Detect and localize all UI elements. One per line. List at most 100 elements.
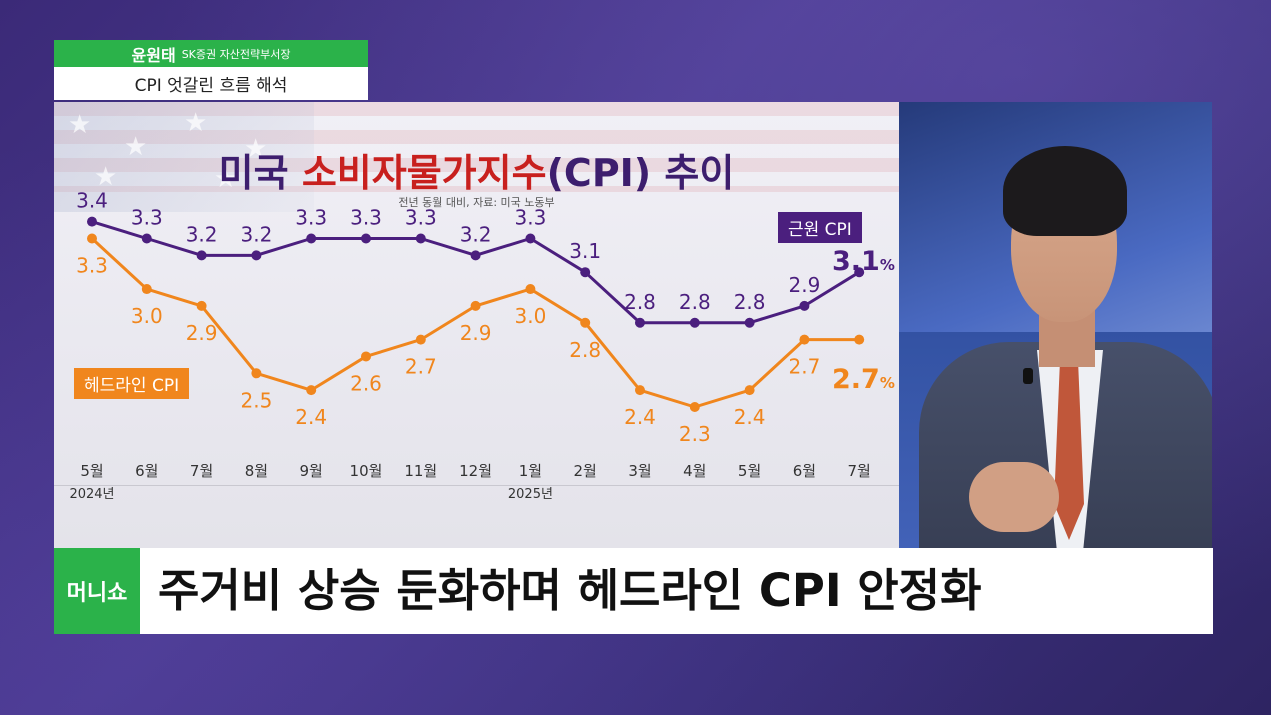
headline-caption: 주거비 상승 둔화하며 헤드라인 CPI 안정화 xyxy=(158,564,982,617)
x-tick-label: 5월 xyxy=(738,462,761,480)
data-point-core xyxy=(525,233,536,244)
data-point-headline xyxy=(251,368,262,379)
data-label-core: 2.8 xyxy=(734,290,766,314)
data-point-headline xyxy=(580,317,591,328)
data-point-core xyxy=(415,233,426,244)
chart-title: 미국 소비자물가지수(CPI) 추이 xyxy=(54,142,899,197)
data-point-core xyxy=(580,267,591,278)
data-point-core xyxy=(799,300,810,311)
data-label-headline: 3.0 xyxy=(514,304,546,328)
data-label-headline: 3.3 xyxy=(76,254,108,278)
data-point-core xyxy=(635,317,645,328)
data-point-core xyxy=(87,216,97,227)
x-tick-label: 5월 xyxy=(80,462,103,480)
x-year-label: 2025년 xyxy=(508,487,553,502)
segment-topic: CPI 엇갈린 흐름 해석 xyxy=(54,67,368,100)
data-label-headline: 2.4 xyxy=(734,405,766,429)
x-tick-label: 8월 xyxy=(245,462,268,480)
flag-stripes-background xyxy=(54,102,899,192)
star-icon: ★ xyxy=(68,110,92,140)
data-label-core: 3.3 xyxy=(405,206,437,230)
x-tick-label: 4월 xyxy=(683,462,706,480)
data-label-headline: 2.6 xyxy=(350,371,382,395)
x-tick-label: 1월 xyxy=(519,462,542,480)
legend-core-cpi: 근원 CPI xyxy=(778,212,862,243)
lapel-mic-icon xyxy=(1023,368,1033,384)
data-label-headline: 2.9 xyxy=(186,321,218,345)
latest-core-value-unit: % xyxy=(879,256,895,274)
chart-title-part2: (CPI) 추이 xyxy=(546,151,735,195)
presenter-hair xyxy=(1003,146,1127,236)
x-tick-label: 7월 xyxy=(848,462,871,480)
data-label-headline: 3.0 xyxy=(131,304,163,328)
latest-core-cpi-value: 3.1% xyxy=(832,246,895,277)
latest-headline-value-number: 2.7 xyxy=(832,364,880,395)
data-label-core: 3.3 xyxy=(350,206,382,230)
channel-logo: 머니쇼 xyxy=(54,548,140,634)
data-point-headline xyxy=(525,284,536,295)
cpi-line-plot: 5월 6월 7월 8월 9월 10월 11월 12월 1월 2월 3월 4월 5월 6월 7월 2024년 20… xyxy=(69,189,871,502)
star-icon: ★ xyxy=(214,164,238,194)
data-point-headline xyxy=(415,334,426,345)
data-label-core: 2.9 xyxy=(788,273,820,297)
data-point-core xyxy=(854,267,865,278)
x-tick-label: 6월 xyxy=(793,462,816,480)
headline-caption-bar: 머니쇼 주거비 상승 둔화하며 헤드라인 CPI 안정화 xyxy=(54,548,1213,634)
speaker-nametag: 윤원태 SK증권 자산전략부서장 CPI 엇갈린 흐름 해석 xyxy=(54,40,368,100)
data-point-headline xyxy=(361,351,371,362)
chart-title-part1: 미국 xyxy=(218,151,302,195)
legend-headline-cpi: 헤드라인 CPI xyxy=(74,368,190,399)
x-tick-label: 11월 xyxy=(404,462,437,480)
data-label-core: 3.3 xyxy=(514,206,546,230)
data-label-core: 3.3 xyxy=(131,206,163,230)
data-point-headline xyxy=(689,402,700,412)
cpi-chart-panel: ★ ★ ★ ★ ★ ★ 미국 소비자물가지수(CPI) 추이 전년 동월 대비,… xyxy=(54,102,899,548)
data-point-headline xyxy=(306,385,317,396)
data-point-headline xyxy=(744,385,755,396)
data-label-core: 3.1 xyxy=(569,239,601,263)
data-point-headline xyxy=(854,334,865,345)
x-tick-label: 3월 xyxy=(628,462,651,480)
data-point-headline xyxy=(799,334,810,345)
data-label-headline: 2.8 xyxy=(569,338,601,362)
data-label-core: 3.4 xyxy=(76,189,108,213)
data-label-headline: 2.7 xyxy=(788,355,820,379)
x-axis-line xyxy=(54,485,899,486)
data-point-core xyxy=(251,250,262,261)
data-point-headline xyxy=(196,300,207,311)
data-point-core xyxy=(470,250,481,261)
data-label-core: 3.2 xyxy=(240,222,272,246)
chart-subtitle: 전년 동월 대비, 자료: 미국 노동부 xyxy=(398,196,555,209)
data-point-headline xyxy=(87,233,97,244)
data-point-core xyxy=(306,233,317,244)
x-tick-label: 9월 xyxy=(300,462,323,480)
latest-core-value-number: 3.1 xyxy=(832,246,880,277)
data-point-core xyxy=(361,233,371,244)
data-label-core: 3.2 xyxy=(460,222,492,246)
presenter-hand xyxy=(969,462,1059,532)
data-label-headline: 2.4 xyxy=(295,405,327,429)
data-label-headline: 2.9 xyxy=(460,321,492,345)
data-point-core xyxy=(689,317,700,328)
data-point-core xyxy=(744,317,755,328)
x-tick-label: 2월 xyxy=(574,462,597,480)
x-year-label: 2024년 xyxy=(69,487,114,502)
speaker-name: 윤원태 xyxy=(131,45,176,65)
speaker-role: SK증권 자산전략부서장 xyxy=(181,47,291,61)
data-point-headline xyxy=(470,300,481,311)
star-icon: ★ xyxy=(184,108,208,138)
data-label-core: 3.2 xyxy=(186,222,218,246)
data-point-core xyxy=(196,250,207,261)
star-icon: ★ xyxy=(124,132,148,162)
data-label-core: 2.8 xyxy=(679,290,711,314)
data-label-headline: 2.4 xyxy=(624,405,656,429)
data-point-headline xyxy=(141,284,152,295)
x-tick-label: 7월 xyxy=(190,462,213,480)
speaker-name-bar: 윤원태 SK증권 자산전략부서장 xyxy=(54,40,368,67)
presenter-tie xyxy=(1054,360,1084,540)
latest-headline-cpi-value: 2.7% xyxy=(832,364,895,395)
star-icon: ★ xyxy=(94,162,118,192)
flag-stars-background: ★ ★ ★ ★ ★ ★ xyxy=(54,102,314,212)
star-icon: ★ xyxy=(244,134,268,164)
presenter-video xyxy=(899,102,1212,548)
